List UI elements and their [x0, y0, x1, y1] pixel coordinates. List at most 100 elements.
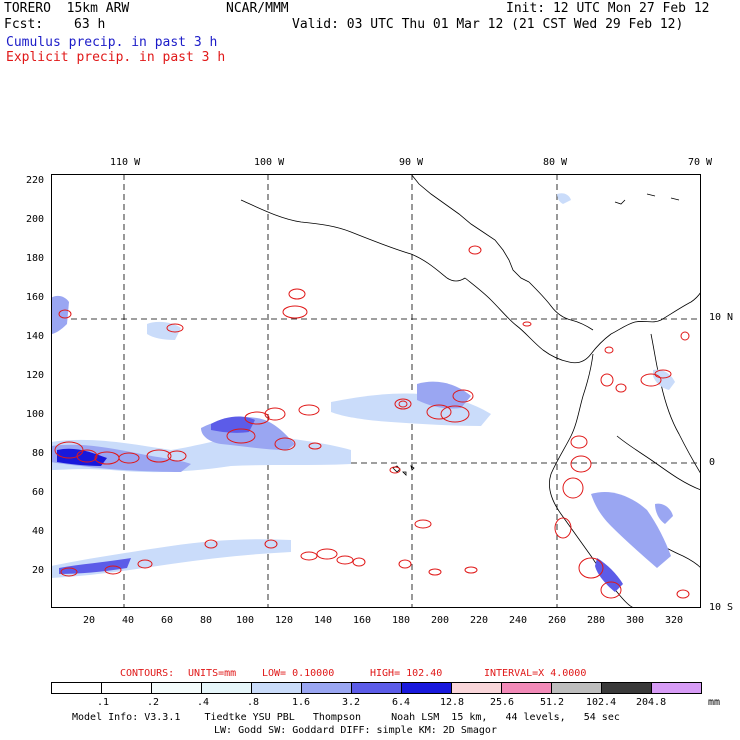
precip-core-south	[59, 558, 131, 574]
cumulus-precip-fields	[51, 193, 675, 592]
cumulus-precip-legend: Cumulus precip. in past 3 h	[6, 35, 218, 50]
colorbar-swatch	[651, 682, 702, 694]
precip-patch-nw2	[147, 321, 181, 340]
colorbar-unit: mm	[708, 697, 721, 708]
colorbar-label: 25.6	[490, 697, 515, 708]
contour	[680, 331, 690, 341]
colorbar-label: 102.4	[586, 697, 617, 708]
grid-y-label: 140	[26, 331, 45, 342]
colombia-coast	[610, 291, 701, 335]
forecast-label: Fcst:	[4, 17, 44, 32]
lat-label-0: 0	[709, 457, 716, 468]
grid-y-label: 220	[26, 175, 45, 186]
contour	[204, 539, 218, 549]
grid-y-label: 20	[32, 565, 45, 576]
model-title: TORERO 15km ARW	[4, 1, 130, 16]
lon-label-110w: 110 W	[110, 157, 141, 168]
contour	[389, 466, 401, 474]
contour	[570, 435, 588, 449]
mexico-coast	[240, 199, 466, 282]
grid-x-label: 80	[200, 615, 213, 626]
contours-high: HIGH= 102.40	[370, 668, 443, 679]
colorbar-swatch	[301, 682, 352, 694]
colorbar-swatch	[201, 682, 252, 694]
contour	[146, 449, 172, 463]
precip-caribbean	[557, 193, 571, 204]
precip-amazon	[655, 503, 673, 524]
contour	[604, 346, 614, 354]
model-info: Model Info: V3.3.1 Tiedtke YSU PBL Thomp…	[72, 712, 620, 723]
grid-x-label: 180	[392, 615, 411, 626]
contour	[166, 323, 184, 333]
colorbar-label: .1	[97, 697, 110, 708]
grid-y-label: 180	[26, 253, 45, 264]
lat-label-10n: 10 N	[709, 312, 734, 323]
precip-andes	[591, 491, 671, 568]
colorbar-swatch	[151, 682, 202, 694]
grid-x-label: 260	[548, 615, 567, 626]
grid-x-label: 280	[587, 615, 606, 626]
contour	[570, 455, 592, 473]
peru-border	[616, 435, 701, 491]
colorbar-swatch	[251, 682, 302, 694]
grid-x-label: 240	[509, 615, 528, 626]
precipitation-map	[51, 174, 701, 608]
contour	[104, 565, 122, 575]
contours-low: LOW= 0.10000	[262, 668, 335, 679]
colorbar-label: 3.2	[342, 697, 361, 708]
map-canvas	[51, 174, 701, 608]
contour	[426, 404, 452, 420]
contour	[562, 477, 584, 499]
contour	[654, 369, 672, 379]
contour	[464, 566, 478, 574]
contour	[167, 450, 187, 462]
contour	[414, 519, 432, 529]
gulf-islands	[614, 193, 680, 205]
colorbar-label: 1.6	[292, 697, 311, 708]
lat-label-10s: 10 S	[709, 602, 734, 613]
precip-patch-nw	[51, 295, 69, 334]
contour	[468, 245, 482, 255]
grid-x-label: 40	[122, 615, 135, 626]
contour	[274, 437, 296, 451]
contour	[316, 548, 338, 560]
grid-x-label: 200	[431, 615, 450, 626]
colorbar-label: .4	[197, 697, 210, 708]
grid-y-label: 40	[32, 526, 45, 537]
colorbar-swatch	[501, 682, 552, 694]
precip-core-east	[417, 381, 471, 409]
colorbar-swatch	[51, 682, 102, 694]
contour	[264, 539, 278, 549]
yucatan-coast	[410, 174, 530, 283]
grid-x-label: 100	[236, 615, 255, 626]
contour	[522, 321, 532, 327]
colorbar-swatch	[401, 682, 452, 694]
explicit-precip-legend: Explicit precip. in past 3 h	[6, 50, 226, 65]
grid-y-label: 80	[32, 448, 45, 459]
colorbar-swatch	[351, 682, 402, 694]
contour	[398, 400, 408, 408]
contours-units: UNITS=mm	[188, 668, 237, 679]
grid-x-label: 140	[314, 615, 333, 626]
map-border	[51, 174, 701, 608]
grid-y-label: 120	[26, 370, 45, 381]
contour	[352, 557, 366, 567]
organization-label: NCAR/MMM	[226, 1, 289, 16]
physics-info: LW: Godd SW: Goddard DIFF: simple KM: 2D…	[214, 725, 497, 736]
contour	[428, 568, 442, 576]
colorbar-swatch	[551, 682, 602, 694]
colorbar-label: 12.8	[440, 697, 465, 708]
grid-y-label: 60	[32, 487, 45, 498]
explicit-precip-contours	[54, 245, 690, 599]
contour	[300, 551, 318, 561]
colorbar-label: .8	[247, 697, 260, 708]
colorbar-swatch	[601, 682, 652, 694]
grid-x-label: 20	[83, 615, 96, 626]
lon-label-100w: 100 W	[254, 157, 285, 168]
contour	[336, 555, 354, 565]
lon-label-80w: 80 W	[543, 157, 568, 168]
contour	[288, 288, 306, 300]
contour	[264, 407, 286, 421]
contour	[554, 517, 572, 539]
contour	[282, 305, 308, 319]
